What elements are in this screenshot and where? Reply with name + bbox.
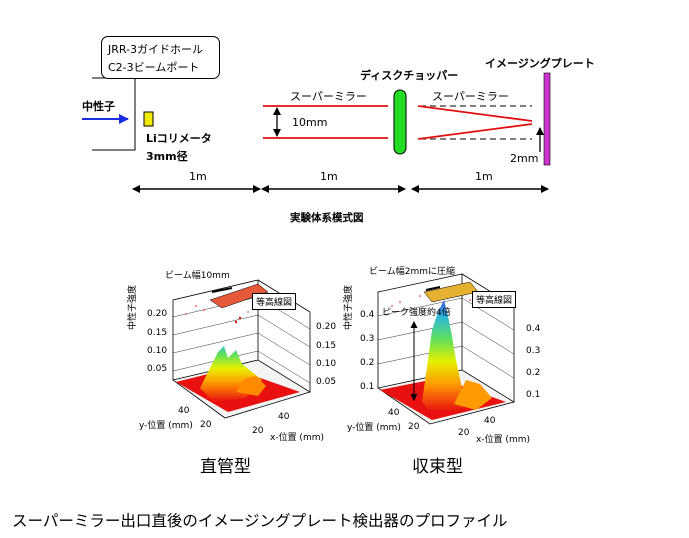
x-axis-label-focusing: x-位置 (mm)	[476, 435, 530, 445]
z-tick-right-straight-1: 0.15	[316, 341, 337, 351]
z-tick-left-straight-3: 0.05	[147, 364, 168, 374]
gap-label: 10mm	[292, 116, 328, 129]
z-tick-right-focusing-0: 0.4	[526, 324, 541, 334]
chopper-label: ディスクチョッパー	[360, 69, 459, 82]
peak-label-focusing: ピーク強度約4倍	[382, 308, 451, 318]
distance-label-2: 1m	[320, 170, 338, 183]
z-axis-label-focusing: 中性子強度	[344, 284, 354, 330]
x-axis-label-straight: x-位置 (mm)	[270, 433, 324, 443]
facility-line-1: JRR-3ガイドホール	[108, 43, 204, 56]
facility-line-2: C2-3ビームポート	[108, 61, 200, 74]
plot-straight-frame	[172, 279, 311, 419]
plot-focusing-frame	[377, 273, 516, 425]
z-tick-left-focusing-1: 0.3	[360, 334, 375, 344]
z-tick-left-straight-1: 0.15	[147, 328, 168, 338]
x-tick-straight-1: 20	[252, 426, 264, 436]
x-tick-focusing-0: 40	[484, 416, 496, 426]
beam-label-straight: ビーム幅10mm	[165, 271, 230, 281]
x-tick-focusing-1: 20	[458, 428, 470, 438]
collimator	[143, 111, 154, 127]
y-axis-label-focusing: y-位置 (mm)	[347, 423, 401, 433]
z-tick-right-focusing-1: 0.3	[526, 346, 541, 356]
schematic-title: 実験体系模式図	[290, 212, 364, 224]
z-tick-left-straight-2: 0.10	[147, 346, 168, 356]
profile-plots	[172, 273, 516, 425]
caption-focusing: 収束型	[412, 457, 463, 477]
mirror-2-top	[417, 105, 533, 122]
collimator-diameter: 3mm径	[146, 150, 188, 163]
contour-label-straight: 等高線図	[252, 293, 297, 310]
plate-label: イメージングプレート	[485, 57, 595, 70]
y-tick-straight-0: 40	[178, 406, 190, 416]
y-tick-focusing-1: 20	[408, 422, 420, 432]
disk-chopper	[393, 89, 407, 155]
caption-straight: 直管型	[200, 457, 251, 477]
contour-label-focusing: 等高線図	[472, 291, 517, 308]
x-tick-straight-0: 40	[278, 412, 290, 422]
y-tick-straight-1: 20	[200, 420, 212, 430]
y-axis-label-straight: y-位置 (mm)	[139, 421, 193, 431]
z-tick-left-focusing-3: 0.1	[360, 382, 375, 392]
collimator-label: Liコリメータ	[146, 132, 212, 145]
distance-label-1: 1m	[189, 170, 207, 183]
distance-label-3: 1m	[475, 170, 493, 183]
main-caption: スーパーミラー出口直後のイメージングプレート検出器のプロファイル	[12, 512, 508, 530]
mirror-label-2: スーパーミラー	[432, 90, 509, 103]
z-tick-right-focusing-3: 0.1	[526, 390, 541, 400]
z-tick-right-straight-3: 0.05	[316, 377, 337, 387]
mirror-2-bottom	[417, 123, 533, 140]
z-tick-left-focusing-0: 0.4	[360, 310, 375, 320]
z-tick-left-focusing-2: 0.2	[360, 358, 375, 368]
focus-label: 2mm	[510, 152, 539, 165]
facility-box: JRR-3ガイドホール C2-3ビームポート	[101, 36, 220, 79]
y-tick-focusing-0: 40	[388, 408, 400, 418]
z-tick-right-straight-2: 0.10	[316, 359, 337, 369]
z-axis-label-straight: 中性子強度	[128, 284, 138, 330]
z-tick-left-straight-0: 0.20	[147, 309, 168, 319]
facility-bracket	[92, 77, 136, 151]
mirror-label-1: スーパーミラー	[290, 90, 367, 103]
schematic-graphics	[82, 72, 551, 193]
z-tick-right-focusing-2: 0.2	[526, 368, 541, 378]
neutron-label: 中性子	[82, 100, 115, 113]
imaging-plate	[543, 72, 551, 166]
beam-label-focusing: ビーム幅2mmに圧縮	[369, 267, 455, 277]
z-tick-right-straight-0: 0.20	[316, 322, 337, 332]
